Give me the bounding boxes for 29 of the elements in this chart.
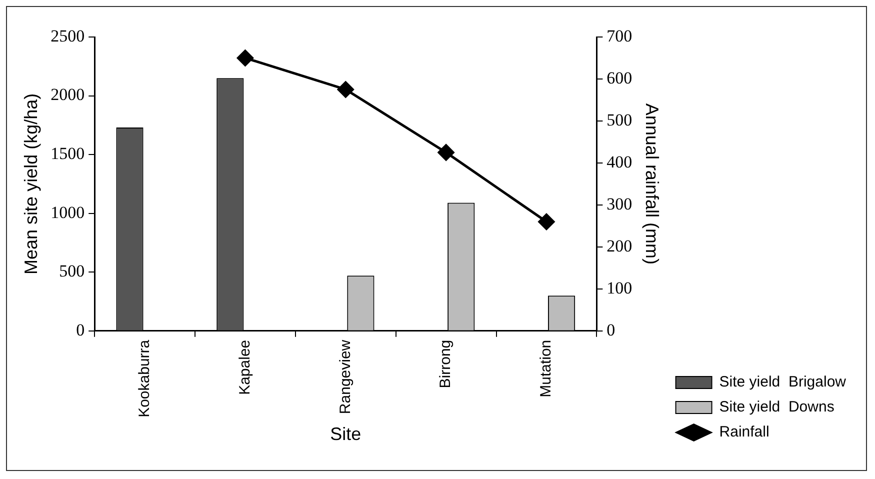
y2-tick-label: 300 <box>606 194 632 214</box>
y-tick-label: 1000 <box>50 202 85 222</box>
y2-tick-label: 600 <box>606 68 632 88</box>
y2-axis-title: Annual rainfall (mm) <box>642 103 662 264</box>
y-tick-label: 0 <box>76 320 85 340</box>
y-tick-label: 1500 <box>50 144 85 164</box>
y2-tick-label: 700 <box>606 26 632 46</box>
y2-tick-label: 100 <box>606 278 632 298</box>
x-tick-label: Kapalee <box>236 340 254 395</box>
y-axis-title: Mean site yield (kg/ha) <box>20 93 41 274</box>
y-tick-label: 2500 <box>50 26 85 46</box>
y2-tick-label: 0 <box>606 320 616 340</box>
y2-tick-label: 500 <box>606 110 632 130</box>
x-tick-label: Rangeview <box>336 340 354 414</box>
x-tick-label: Kookaburra <box>136 339 153 418</box>
x-tick-label: Mutation <box>538 340 555 398</box>
point <box>337 81 354 98</box>
y2-tick-label: 200 <box>606 236 632 256</box>
y-tick-label: 500 <box>59 262 85 281</box>
x-axis-title: Site <box>330 424 362 444</box>
y-tick-label: 2000 <box>50 85 85 104</box>
legend-label: Rainfall <box>719 424 770 441</box>
point <box>438 144 454 161</box>
x-tick-label: Birrong <box>437 340 454 388</box>
point <box>538 213 555 230</box>
legend-label: Site yield Brigalow <box>719 374 846 391</box>
point <box>236 50 254 66</box>
legend-label: Site yield Downs <box>719 398 834 416</box>
y2-tick-label: 400 <box>606 152 632 172</box>
